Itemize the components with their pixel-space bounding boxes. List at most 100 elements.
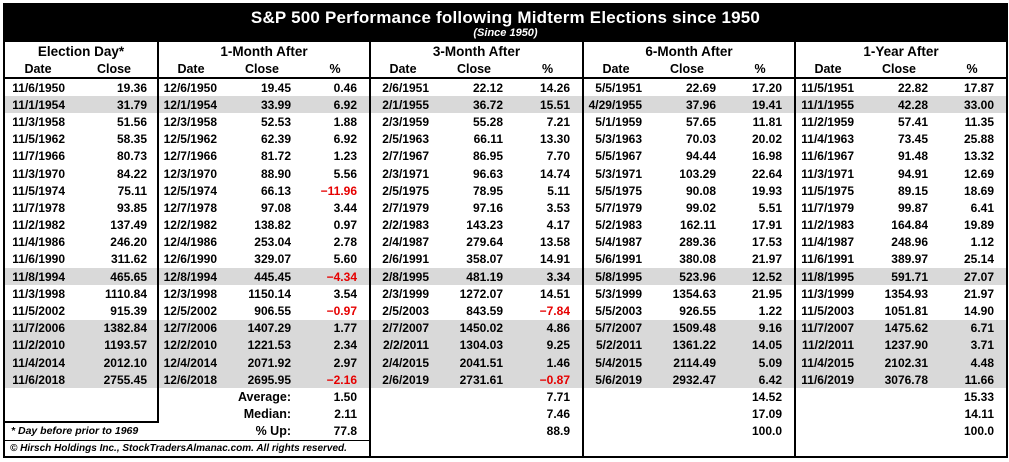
pct-cell: 5.11 <box>547 183 570 198</box>
pct-cell: 13.32 <box>963 149 994 164</box>
spacer <box>5 388 157 405</box>
date-cell: 11/1/1955 <box>794 96 860 114</box>
date-cell: 2/5/1975 <box>369 182 435 200</box>
date-cell: 2/8/1995 <box>369 268 435 286</box>
close-cell: 906.55 <box>254 304 291 319</box>
column-header: Close <box>860 61 938 79</box>
summary-label: Average: <box>157 388 301 406</box>
date-cell: 2/7/2007 <box>369 319 435 337</box>
close-cell: 2102.31 <box>860 354 938 372</box>
close-cell: 1193.57 <box>71 336 157 354</box>
pct-cell: 1.46 <box>513 354 582 372</box>
close-cell: 66.13 <box>260 183 291 198</box>
close-cell: 481.19 <box>435 268 513 286</box>
pct-cell: 2.34 <box>301 336 369 354</box>
pct-cell: 3.71 <box>938 336 1006 354</box>
date-cell: 11/3/1999 <box>794 285 860 303</box>
pct-cell: 6.41 <box>970 200 994 215</box>
close-cell: 81.72 <box>260 149 291 164</box>
pct-cell: 14.26 <box>539 80 570 95</box>
close-cell: 2012.10 <box>71 354 157 372</box>
close-cell: 57.41 <box>897 114 928 129</box>
group-header: 1-Year After <box>794 42 1006 61</box>
close-cell: 22.69 <box>685 80 716 95</box>
date-cell: 5/5/1951 <box>582 79 648 97</box>
close-cell: 1354.63 <box>672 286 716 301</box>
close-cell: 22.82 <box>897 80 928 95</box>
close-cell: 73.45 <box>897 132 928 147</box>
pct-cell: 1.22 <box>758 304 782 319</box>
close-cell: 289.36 <box>679 235 716 250</box>
date-cell: 11/5/1974 <box>12 183 65 198</box>
close-cell: 57.65 <box>685 114 716 129</box>
date-cell: 5/6/2019 <box>582 371 648 389</box>
date-cell: 11/6/2019 <box>794 371 860 389</box>
pct-cell: 2.97 <box>301 354 369 372</box>
spacer <box>582 405 726 423</box>
pct-cell: 6.71 <box>938 319 1006 337</box>
date-cell: 5/5/1975 <box>582 182 648 200</box>
column-header: Close <box>648 61 726 79</box>
date-cell: 12/7/1966 <box>157 147 223 165</box>
pct-cell: 0.97 <box>333 218 357 233</box>
close-cell: 1475.62 <box>860 319 938 337</box>
close-cell: 1304.03 <box>435 336 513 354</box>
spacer <box>794 439 1006 456</box>
date-cell: 11/6/1990 <box>12 252 65 267</box>
close-cell: 523.96 <box>648 268 726 286</box>
pct-cell: 21.95 <box>751 286 782 301</box>
column-header: Date <box>582 61 648 79</box>
close-cell: 591.71 <box>860 268 938 286</box>
close-cell: 103.29 <box>679 166 716 181</box>
close-cell: 143.23 <box>466 218 503 233</box>
date-cell: 12/4/1986 <box>157 233 223 251</box>
summary-value: 15.33 <box>963 389 994 404</box>
summary-value: 88.9 <box>546 424 570 439</box>
date-cell: 12/3/1998 <box>157 285 223 303</box>
date-cell: 11/2/1959 <box>794 113 860 131</box>
pct-cell: −7.84 <box>539 304 570 319</box>
pct-cell: 4.48 <box>938 354 1006 372</box>
date-cell: 2/1/1955 <box>369 96 435 114</box>
close-cell: 2755.45 <box>71 371 157 389</box>
date-cell: 12/4/2014 <box>157 354 223 372</box>
close-cell: 358.07 <box>466 252 503 267</box>
close-cell: 329.07 <box>254 252 291 267</box>
pct-cell: 5.56 <box>333 166 357 181</box>
column-header: Date <box>5 61 71 79</box>
spacer <box>582 422 726 440</box>
date-cell: 11/3/1958 <box>12 114 65 129</box>
pct-cell: 17.91 <box>751 218 782 233</box>
close-cell: 164.84 <box>891 218 928 233</box>
summary-value: 100.0 <box>963 424 994 439</box>
date-cell: 12/2/1982 <box>157 216 223 234</box>
close-cell: 2041.51 <box>435 354 513 372</box>
close-cell: 37.96 <box>648 96 726 114</box>
summary-value: 17.09 <box>751 407 782 422</box>
footnote-and-label: * Day before prior to 1969 % Up: <box>5 423 301 440</box>
close-cell: 33.99 <box>223 96 301 114</box>
date-cell: 5/7/1979 <box>582 199 648 217</box>
close-cell: 843.59 <box>466 304 503 319</box>
date-cell: 5/3/1971 <box>582 164 648 183</box>
pct-cell: −0.97 <box>326 304 357 319</box>
date-cell: 11/7/2007 <box>794 319 860 337</box>
close-cell: 248.96 <box>891 235 928 250</box>
date-cell: 12/6/1950 <box>157 79 223 97</box>
pct-cell: 1.77 <box>301 319 369 337</box>
pct-cell: 11.66 <box>938 371 1006 389</box>
pct-cell: 0.46 <box>333 80 357 95</box>
close-cell: 915.39 <box>110 304 147 319</box>
close-cell: 2071.92 <box>223 354 301 372</box>
close-cell: 1407.29 <box>223 319 301 337</box>
date-cell: 11/5/1975 <box>794 182 860 200</box>
close-cell: 137.49 <box>110 218 147 233</box>
close-cell: 389.97 <box>891 252 928 267</box>
close-cell: 445.45 <box>223 268 301 286</box>
pct-cell: 3.44 <box>333 200 357 215</box>
pct-cell: 14.74 <box>539 166 570 181</box>
date-cell: 11/7/2006 <box>5 319 71 337</box>
date-cell: 2/6/1951 <box>369 79 435 97</box>
pct-cell: 2.78 <box>333 235 357 250</box>
pct-cell: 11.35 <box>964 114 994 129</box>
